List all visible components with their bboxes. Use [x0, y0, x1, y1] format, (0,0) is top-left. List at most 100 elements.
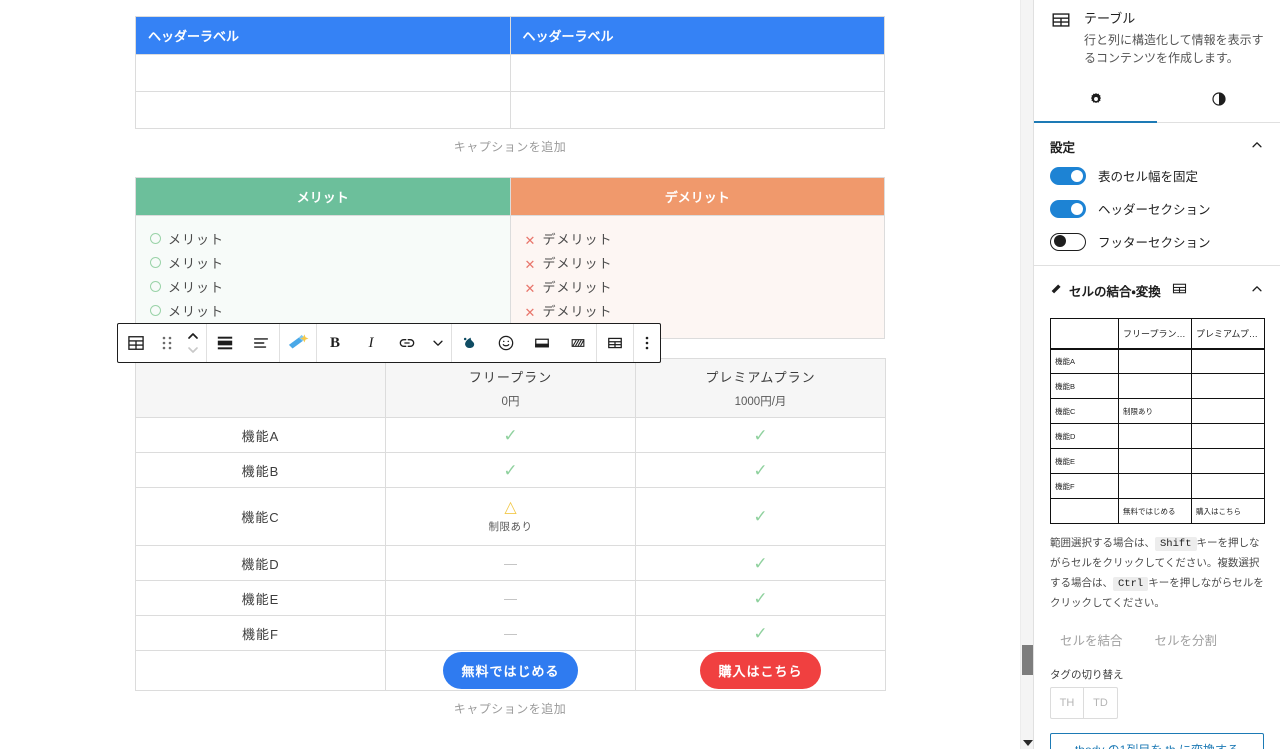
feature-free-cell[interactable]: ✓ — [385, 452, 636, 488]
background-pattern-icon[interactable] — [560, 324, 596, 362]
table-block-pricing[interactable]: フリープラン 0円 プレミアムプラン 1000円/月 機能A — [135, 358, 886, 717]
tab-styles[interactable] — [1157, 79, 1280, 123]
merge-cells-button[interactable]: セルを結合 — [1060, 633, 1123, 648]
caption-placeholder[interactable]: キャプションを追加 — [453, 702, 567, 716]
feature-free-cell[interactable]: — — [385, 580, 636, 616]
mini-cell[interactable]: 機能E — [1050, 448, 1119, 474]
demerit-header-cell[interactable]: デメリット — [509, 177, 885, 216]
mini-cell[interactable] — [1191, 348, 1265, 374]
split-cells-button[interactable]: セルを分割 — [1154, 633, 1218, 648]
emoji-icon[interactable] — [488, 324, 524, 362]
inline-image-icon[interactable] — [524, 324, 560, 362]
feature-free-cell[interactable]: ✓ — [385, 417, 636, 453]
mini-cell[interactable]: 機能D — [1050, 423, 1119, 449]
toggle-header-section[interactable] — [1050, 199, 1086, 218]
italic-icon[interactable]: I — [368, 334, 374, 351]
cta-premium-cell[interactable]: 購入はこちら — [635, 650, 886, 691]
feature-label[interactable]: 機能F — [135, 615, 386, 651]
tag-td-button[interactable]: TD — [1093, 696, 1108, 709]
merit-body-cell[interactable]: メリット メリット メリット — [135, 215, 511, 339]
mini-cell[interactable]: プレミアムプ… — [1191, 318, 1265, 350]
align-text-icon[interactable] — [243, 324, 279, 362]
purchase-button[interactable]: 購入はこちら — [700, 652, 821, 689]
canvas-scrollbar[interactable] — [1020, 0, 1033, 749]
pricing-table[interactable]: フリープラン 0円 プレミアムプラン 1000円/月 機能A — [135, 358, 886, 691]
block-type-table-icon[interactable] — [118, 324, 154, 362]
body-cell[interactable] — [509, 91, 885, 129]
move-up-down-icon[interactable] — [180, 324, 206, 362]
feature-premium-cell[interactable]: ✓ — [635, 615, 886, 651]
convert-first-column-button[interactable]: tbody の1列目を th に変換する — [1050, 732, 1264, 749]
mini-cell[interactable]: 機能B — [1050, 373, 1119, 399]
header-cell-1[interactable]: ヘッダーラベル — [135, 16, 511, 55]
mini-cell[interactable] — [1191, 473, 1265, 499]
mini-cell[interactable] — [1118, 423, 1192, 449]
toggle-fixed-cell-width[interactable] — [1050, 166, 1086, 185]
feature-premium-cell[interactable]: ✓ — [635, 487, 886, 546]
mini-cell[interactable] — [1191, 423, 1265, 449]
cta-empty-cell[interactable] — [135, 650, 386, 691]
feature-free-cell[interactable]: △ 制限あり — [385, 487, 636, 546]
table-block-merit-demerit[interactable]: メリット デメリット メリット — [135, 177, 885, 339]
mini-cell[interactable] — [1118, 473, 1192, 499]
more-options-icon[interactable] — [634, 324, 660, 362]
settings-section-header[interactable]: 設定 — [1034, 123, 1280, 166]
mini-cell[interactable] — [1118, 373, 1192, 399]
tab-settings[interactable] — [1034, 79, 1157, 123]
feature-label[interactable]: 機能C — [135, 487, 386, 546]
mini-cell[interactable] — [1191, 448, 1265, 474]
scroll-down-arrow-icon[interactable] — [1023, 740, 1033, 746]
plan-header-premium[interactable]: プレミアムプラン 1000円/月 — [635, 358, 886, 418]
feature-premium-cell[interactable]: ✓ — [635, 417, 886, 453]
mini-cell[interactable]: フリープラン… — [1118, 318, 1192, 350]
table-settings-icon[interactable] — [597, 324, 633, 362]
mini-cell[interactable] — [1118, 348, 1192, 374]
link-icon[interactable] — [389, 324, 425, 362]
chevron-up-icon[interactable] — [1250, 138, 1264, 155]
demerit-body-cell[interactable]: ✕ デメリット ✕ デメリット ✕ デメリット — [509, 215, 885, 339]
feature-label[interactable]: 機能A — [135, 417, 386, 453]
mini-cell[interactable] — [1191, 373, 1265, 399]
bold-icon[interactable]: B — [329, 334, 340, 351]
merge-section-header[interactable]: セルの結合・変換 — [1034, 266, 1280, 310]
mini-cell[interactable]: 機能A — [1050, 348, 1119, 374]
mini-cell[interactable]: 購入はこちら — [1191, 498, 1265, 524]
toggle-footer-section[interactable] — [1050, 232, 1086, 251]
align-vertical-icon[interactable] — [207, 324, 243, 362]
body-cell[interactable] — [135, 54, 511, 92]
tag-th-button[interactable]: TH — [1051, 687, 1084, 718]
merit-header-cell[interactable]: メリット — [135, 177, 511, 216]
header-label-table[interactable]: ヘッダーラベル ヘッダーラベル — [135, 16, 885, 129]
caption-placeholder[interactable]: キャプションを追加 — [453, 140, 567, 154]
feature-premium-cell[interactable]: ✓ — [635, 452, 886, 488]
drag-handle-icon[interactable] — [154, 324, 180, 362]
mini-cell[interactable] — [1118, 448, 1192, 474]
scrollbar-thumb[interactable] — [1022, 645, 1033, 675]
mini-cell[interactable] — [1050, 318, 1119, 350]
merit-demerit-table[interactable]: メリット デメリット メリット — [135, 177, 885, 339]
feature-premium-cell[interactable]: ✓ — [635, 580, 886, 616]
mini-cell[interactable]: 無料ではじめる — [1118, 498, 1192, 524]
mini-cell[interactable]: 機能F — [1050, 473, 1119, 499]
feature-free-cell[interactable]: — — [385, 545, 636, 581]
chevron-down-icon[interactable] — [425, 324, 451, 362]
text-color-icon[interactable] — [452, 324, 488, 362]
body-cell[interactable] — [135, 91, 511, 129]
header-cell-2[interactable]: ヘッダーラベル — [509, 16, 885, 55]
table-block-header-label[interactable]: ヘッダーラベル ヘッダーラベル — [135, 16, 885, 155]
mini-cell[interactable]: 制限あり — [1118, 398, 1192, 424]
feature-label[interactable]: 機能E — [135, 580, 386, 616]
feature-free-cell[interactable]: — — [385, 615, 636, 651]
highlight-pen-icon[interactable] — [280, 324, 316, 362]
plan-header-free[interactable]: フリープラン 0円 — [385, 358, 636, 418]
mini-cell[interactable]: 機能C — [1050, 398, 1119, 424]
feature-label[interactable]: 機能D — [135, 545, 386, 581]
cta-free-cell[interactable]: 無料ではじめる — [385, 650, 636, 691]
pricing-corner-cell[interactable] — [135, 358, 386, 418]
body-cell[interactable] — [509, 54, 885, 92]
mini-cell[interactable] — [1050, 498, 1119, 524]
free-start-button[interactable]: 無料ではじめる — [443, 652, 578, 689]
mini-table[interactable]: フリープラン… プレミアムプ… 機能A 機能B 機能C 制限あり — [1050, 318, 1265, 524]
chevron-up-icon[interactable] — [1250, 282, 1264, 299]
feature-premium-cell[interactable]: ✓ — [635, 545, 886, 581]
